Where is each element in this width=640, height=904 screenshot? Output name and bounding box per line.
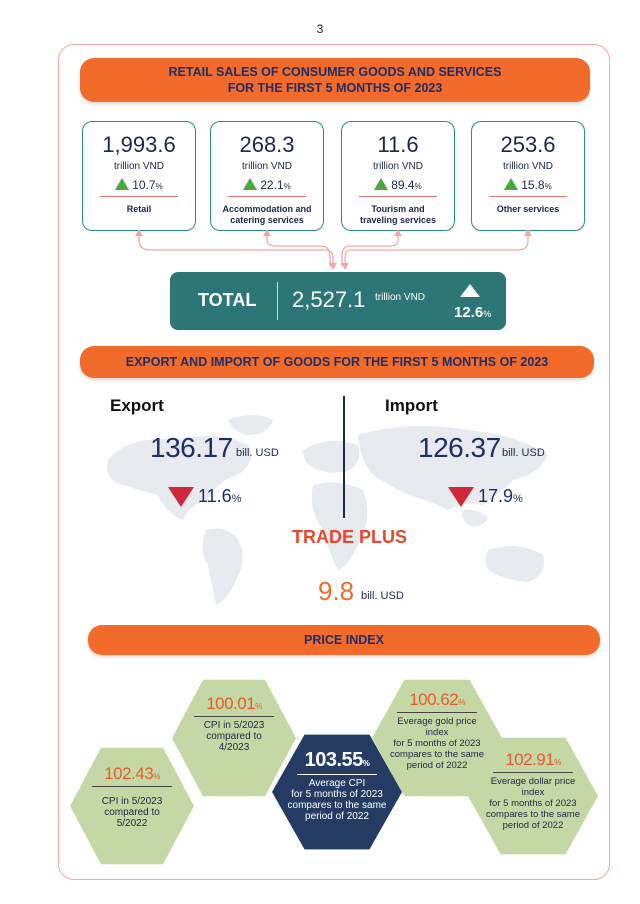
card-unit: trillion VND [113,161,164,172]
divider [297,774,377,775]
card-value: 11.6 [377,132,419,157]
trade-plus-unit: bill. USD [361,590,404,602]
hex-desc: CPI in 5/2023 compared to 4/2023 [203,720,265,753]
trade-divider [343,396,345,518]
hex-desc: CPI in 5/2023 compared to 5/2022 [101,796,163,829]
divider [92,786,172,787]
retail-banner: RETAIL SALES OF CONSUMER GOODS AND SERVI… [80,58,590,102]
total-value: 2,527.1 [292,287,366,312]
accommodation-card: 268.3 trillion VND 22.1% Accommodation a… [210,121,324,231]
up-arrow-icon [374,178,389,190]
hex-value: 100.62% [409,690,465,709]
card-unit: trillion VND [241,161,292,172]
import-unit: bill. USD [502,447,545,459]
retail-title-line1: RETAIL SALES OF CONSUMER GOODS AND SERVI… [168,65,502,79]
card-unit: trillion VND [372,161,423,172]
connector-lines [135,229,532,270]
up-arrow-icon [115,178,130,190]
retail-title-line2: FOR THE FIRST 5 MONTHS OF 2023 [227,81,443,95]
trade-plus-value: 9.8 [318,576,355,606]
card-change: 10.7% [83,178,195,192]
divider [359,196,437,197]
card-change: 22.1% [211,178,323,192]
hex-value: 100.01% [206,694,262,713]
divider [493,772,573,773]
card-label: Retail [126,204,152,214]
export-label: Export [110,396,164,415]
down-arrow-icon [168,487,194,507]
divider [194,716,274,717]
price-banner: PRICE INDEX [88,625,600,655]
export-change: 11.6% [198,486,242,506]
export-unit: bill. USD [236,447,279,459]
import-change: 17.9% [478,486,523,506]
card-unit: trillion VND [502,161,553,172]
card-label: Tourism and traveling services [359,204,437,225]
card-value: 1,993.6 [102,132,176,157]
down-arrow-icon [448,487,474,507]
hex-value: 102.91% [505,750,561,769]
total-unit: trillion VND [375,292,426,303]
card-change: 15.8% [472,178,584,192]
trade-plus-label: TRADE PLUS [292,527,408,547]
divider [100,196,178,197]
hex-value: 103.55% [304,749,370,771]
up-arrow-icon [243,178,258,190]
export-value: 136.17 [150,432,233,463]
total-label: TOTAL [198,290,257,310]
import-value: 126.37 [418,432,501,463]
total-change: 12.6% [454,304,492,321]
other-services-card: 253.6 trillion VND 15.8% Other services [471,121,585,231]
card-label: Accommodation and catering services [222,204,312,225]
total-separator [277,282,278,320]
hex-desc: Everage gold price index for 5 months of … [390,716,484,771]
divider [489,196,567,197]
world-map-icon [107,415,548,605]
page-number: 3 [316,22,324,36]
hex-desc: Everage dollar price index for 5 months o… [486,776,580,831]
tourism-card: 11.6 trillion VND 89.4% Tourism and trave… [341,121,455,231]
card-value: 268.3 [239,132,295,157]
hex-desc: Average CPI for 5 months of 2023 compares … [287,778,387,822]
card-value: 253.6 [500,132,556,157]
import-label: Import [385,396,438,415]
divider [397,712,477,713]
divider [228,196,306,197]
hex-value: 102.43% [104,764,160,783]
trade-banner: EXPORT AND IMPORT OF GOODS FOR THE FIRST… [80,346,594,378]
up-arrow-icon [460,284,480,297]
card-label: Other services [496,204,560,214]
up-arrow-icon [504,178,519,190]
retail-card: 1,993.6 trillion VND 10.7% Retail [82,121,196,231]
card-change: 89.4% [342,178,454,192]
page-frame [58,44,610,880]
total-panel: TOTAL 2,527.1 trillion VND 12.6% [170,272,506,330]
